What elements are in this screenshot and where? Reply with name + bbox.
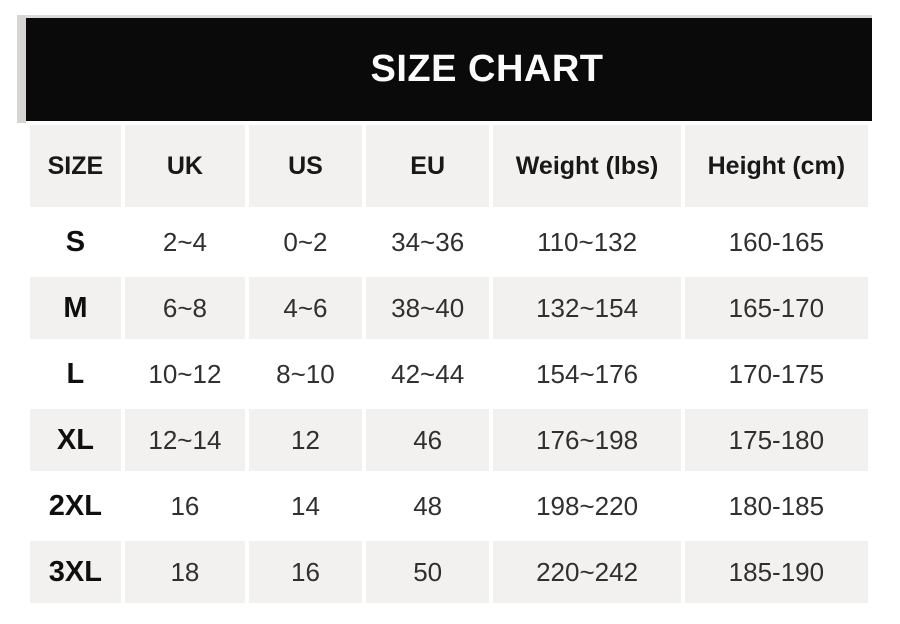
- weight-cell: 132~154: [493, 277, 681, 339]
- table-row-m: M 6~8 4~6 38~40 132~154 165-170: [30, 277, 868, 339]
- column-header-uk: UK: [124, 125, 246, 207]
- weight-cell: 176~198: [493, 409, 681, 471]
- eu-cell: 42~44: [365, 343, 490, 405]
- weight-cell: 154~176: [493, 343, 681, 405]
- height-cell: 185-190: [684, 541, 868, 603]
- size-cell: M: [30, 277, 121, 339]
- size-chart-title: SIZE CHART: [370, 48, 604, 90]
- us-cell: 4~6: [249, 277, 362, 339]
- height-cell: 180-185: [684, 475, 868, 537]
- eu-cell: 38~40: [365, 277, 490, 339]
- table-row-xl: XL 12~14 12 46 176~198 175-180: [30, 409, 868, 471]
- column-header-us: US: [249, 125, 362, 207]
- table-row-l: L 10~12 8~10 42~44 154~176 170-175: [30, 343, 868, 405]
- us-cell: 12: [249, 409, 362, 471]
- height-cell: 165-170: [684, 277, 868, 339]
- uk-cell: 10~12: [124, 343, 246, 405]
- us-cell: 8~10: [249, 343, 362, 405]
- size-chart-table: SIZE UK US EU Weight (lbs) Height (cm) S…: [26, 121, 872, 607]
- eu-cell: 48: [365, 475, 490, 537]
- uk-cell: 16: [124, 475, 246, 537]
- eu-cell: 50: [365, 541, 490, 603]
- uk-cell: 2~4: [124, 211, 246, 273]
- scan-edge-artifact: [17, 15, 26, 123]
- us-cell: 14: [249, 475, 362, 537]
- column-header-weight: Weight (lbs): [493, 125, 681, 207]
- us-cell: 0~2: [249, 211, 362, 273]
- uk-cell: 6~8: [124, 277, 246, 339]
- height-cell: 160-165: [684, 211, 868, 273]
- table-row-3xl: 3XL 18 16 50 220~242 185-190: [30, 541, 868, 603]
- size-cell: XL: [30, 409, 121, 471]
- height-cell: 175-180: [684, 409, 868, 471]
- column-header-eu: EU: [365, 125, 490, 207]
- table-header-row: SIZE UK US EU Weight (lbs) Height (cm): [30, 125, 868, 207]
- column-header-height: Height (cm): [684, 125, 868, 207]
- table-row-s: S 2~4 0~2 34~36 110~132 160-165: [30, 211, 868, 273]
- height-cell: 170-175: [684, 343, 868, 405]
- size-chart-title-bar: SIZE CHART: [26, 15, 872, 121]
- table-row-2xl: 2XL 16 14 48 198~220 180-185: [30, 475, 868, 537]
- size-cell: S: [30, 211, 121, 273]
- eu-cell: 46: [365, 409, 490, 471]
- weight-cell: 198~220: [493, 475, 681, 537]
- weight-cell: 220~242: [493, 541, 681, 603]
- column-header-size: SIZE: [30, 125, 121, 207]
- uk-cell: 18: [124, 541, 246, 603]
- size-cell: 2XL: [30, 475, 121, 537]
- eu-cell: 34~36: [365, 211, 490, 273]
- size-cell: 3XL: [30, 541, 121, 603]
- uk-cell: 12~14: [124, 409, 246, 471]
- weight-cell: 110~132: [493, 211, 681, 273]
- us-cell: 16: [249, 541, 362, 603]
- size-cell: L: [30, 343, 121, 405]
